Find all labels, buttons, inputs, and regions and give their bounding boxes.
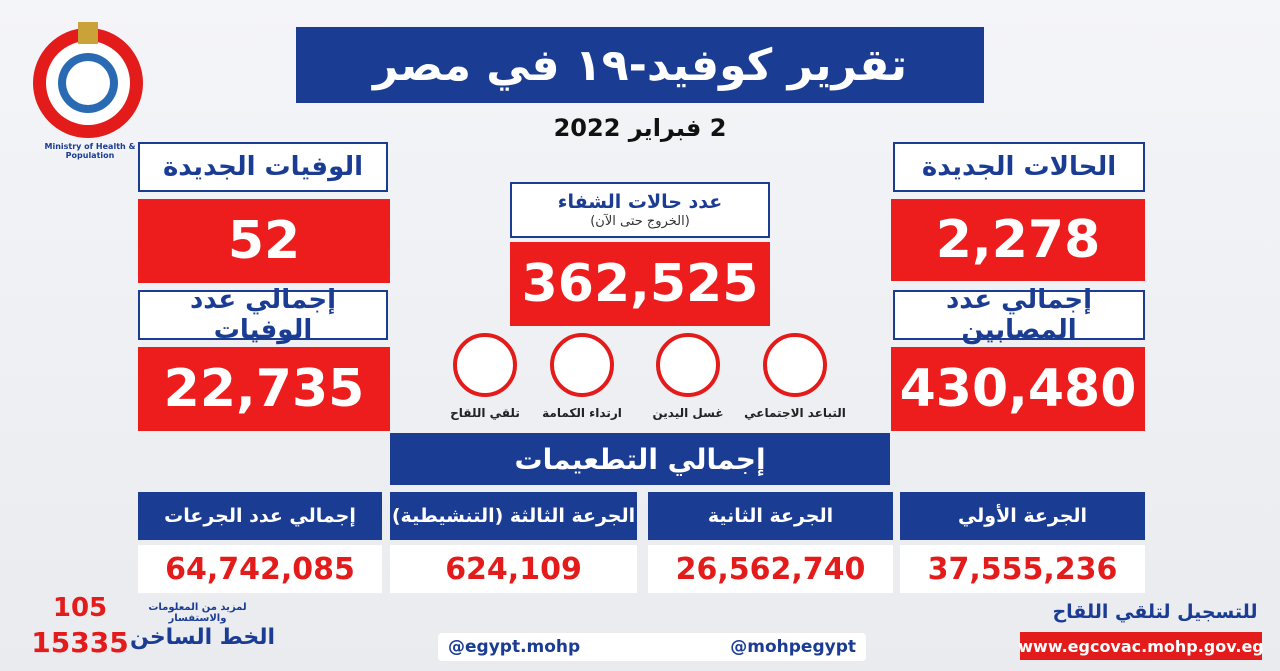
hotline-number-1: 105	[52, 593, 108, 623]
ministry-logo	[33, 22, 143, 138]
precaution-caption: تلقي اللقاح	[450, 406, 520, 420]
total-cases-label: إجمالي عدد المصابين	[893, 285, 1145, 345]
info-text: لمزيد من المعلومات والاستفسار	[148, 602, 247, 624]
total-cases-value: 430,480	[891, 347, 1145, 431]
register-text: للتسجيل لتلقي اللقاح	[1052, 601, 1258, 623]
total-deaths-value: 22,735	[138, 347, 390, 431]
dose-value: 624,109	[390, 545, 637, 593]
handwash-icon	[656, 333, 720, 397]
recovered-label: عدد حالات الشفاء	[557, 190, 723, 213]
new-deaths-label: الوفيات الجديدة	[138, 142, 388, 192]
dose-label: إجمالي عدد الجرعات	[138, 492, 382, 540]
vaccinations-title: إجمالي التطعيمات	[390, 433, 890, 485]
dose-label: الجرعة الثالثة (التنشيطية)	[390, 492, 637, 540]
hotline-text: الخط الساخن	[130, 624, 275, 650]
dose-value: 37,555,236	[900, 545, 1145, 593]
logo-en: Ministry of Health & Population	[44, 142, 136, 160]
new-cases-label: الحالات الجديدة	[893, 142, 1145, 192]
precaution-caption: ارتداء الكمامة	[542, 406, 622, 420]
precaution-caption: التباعد الاجتماعي	[744, 406, 846, 420]
facebook-handle: @egypt.mohp	[448, 637, 581, 657]
total-deaths-label: إجمالي عدد الوفيات	[138, 285, 388, 345]
register-url: www.egcovac.mohp.gov.eg	[1018, 632, 1264, 660]
recovered-value: 362,525	[510, 242, 770, 326]
social-bar: @egypt.mohp @mohpegypt	[438, 633, 866, 661]
recovered-label-box: عدد حالات الشفاء (الخروج حتى الآن)	[510, 182, 770, 238]
twitter-handle: @mohpegypt	[730, 637, 856, 657]
new-deaths-value: 52	[138, 199, 390, 283]
distancing-icon	[763, 333, 827, 397]
dose-value: 64,742,085	[138, 545, 382, 593]
date: 2 فبراير 2022	[553, 114, 727, 142]
dose-label: الجرعة الأولي	[900, 492, 1145, 540]
vaccine-icon	[453, 333, 517, 397]
hotline-number-2: 15335	[31, 625, 129, 659]
dose-value: 26,562,740	[648, 545, 893, 593]
mask-icon	[550, 333, 614, 397]
title: تقرير كوفيد-١٩ في مصر	[296, 27, 984, 103]
dose-label: الجرعة الثانية	[648, 492, 893, 540]
recovered-sublabel: (الخروج حتى الآن)	[590, 213, 690, 229]
precaution-caption: غسل اليدين	[652, 406, 724, 420]
new-cases-value: 2,278	[891, 199, 1145, 281]
